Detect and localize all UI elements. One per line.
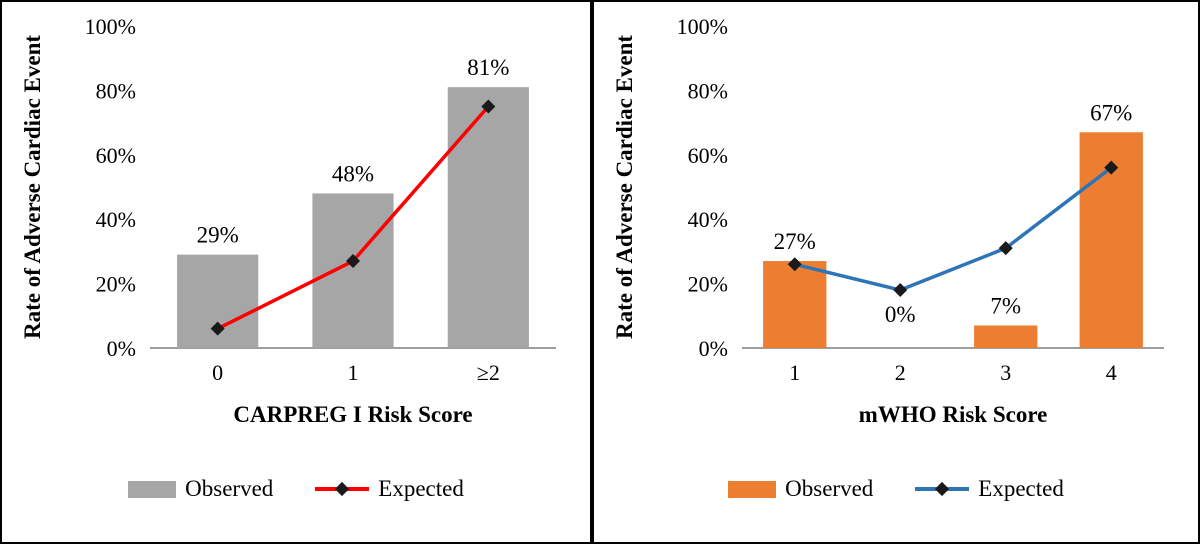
carpreg-chart: Rate of Adverse Cardiac Event 0% 20% 40% 60%… (20, 14, 556, 427)
y-tick-label: 20% (96, 272, 136, 297)
legend-label-observed: Observed (185, 476, 274, 501)
diamond-marker-icon (210, 321, 225, 336)
mwho-chart: Rate of Adverse Cardiac Event0%20%40%60%… (612, 14, 1164, 427)
expected-line-swatch (915, 481, 970, 497)
x-tick-label: ≥2 (477, 360, 500, 385)
y-axis-title: Rate of Adverse Cardiac Event (20, 35, 45, 339)
data-label: 29% (197, 223, 239, 248)
observed-bar (447, 87, 529, 349)
y-axis-title: Rate of Adverse Cardiac Event (612, 35, 637, 339)
x-tick-label: 1 (789, 360, 800, 385)
observed-bar (974, 325, 1038, 348)
carpreg-panel: Rate of Adverse Cardiac Event 0% 20% 40% 60%… (0, 0, 592, 544)
legend-item-observed: Observed (728, 476, 873, 502)
x-axis-title: mWHO Risk Score (859, 402, 1048, 427)
diamond-marker-icon (998, 241, 1013, 256)
diamond-marker-icon (935, 481, 950, 497)
mwho-legend: Observed Expected (594, 464, 1198, 514)
y-tick-label: 60% (96, 143, 136, 168)
expected-line-swatch (315, 481, 370, 497)
data-label: 7% (990, 293, 1021, 318)
observed-bar (312, 193, 394, 348)
y-tick-label: 20% (688, 272, 728, 297)
x-tick-label: 3 (1000, 360, 1011, 385)
carpreg-legend: Observed Expected (2, 464, 590, 514)
y-tick-label: 100% (677, 14, 728, 39)
data-label: 0% (885, 302, 916, 327)
y-tick-label: 80% (96, 78, 136, 103)
x-tick-label: 0 (212, 360, 223, 385)
diamond-marker-icon (335, 481, 350, 497)
y-tick-label: 40% (688, 207, 728, 232)
diamond-marker-icon (787, 257, 802, 272)
x-tick-label: 1 (348, 360, 359, 385)
data-label: 27% (774, 229, 816, 254)
x-tick-label: 2 (895, 360, 906, 385)
diamond-marker-icon (481, 99, 496, 114)
y-tick-label: 60% (688, 143, 728, 168)
legend-label-expected: Expected (978, 476, 1064, 501)
y-tick-label: 0% (699, 336, 728, 361)
data-label: 81% (467, 55, 509, 80)
expected-line (794, 166, 1113, 292)
data-label: 67% (1090, 100, 1132, 125)
legend-item-expected: Expected (915, 476, 1064, 502)
observed-bar (763, 261, 827, 348)
mwho-panel: Rate of Adverse Cardiac Event 0% 20% 40% 60%… (592, 0, 1200, 544)
data-label: 48% (332, 161, 374, 186)
legend-label-observed: Observed (785, 476, 874, 501)
legend-item-observed: Observed (128, 476, 273, 502)
y-tick-label: 100% (85, 14, 136, 39)
x-axis-title: CARPREG I Risk Score (233, 402, 472, 427)
legend-label-expected: Expected (378, 476, 464, 501)
observed-bar-swatch (728, 480, 777, 498)
y-tick-label: 40% (96, 207, 136, 232)
y-tick-label: 80% (688, 78, 728, 103)
y-tick-label: 0% (107, 336, 136, 361)
legend-item-expected: Expected (315, 476, 464, 502)
observed-bar-swatch (128, 480, 177, 498)
x-tick-label: 4 (1106, 360, 1117, 385)
diamond-marker-icon (1104, 160, 1119, 175)
diamond-marker-icon (346, 254, 360, 269)
diamond-marker-icon (893, 283, 908, 298)
